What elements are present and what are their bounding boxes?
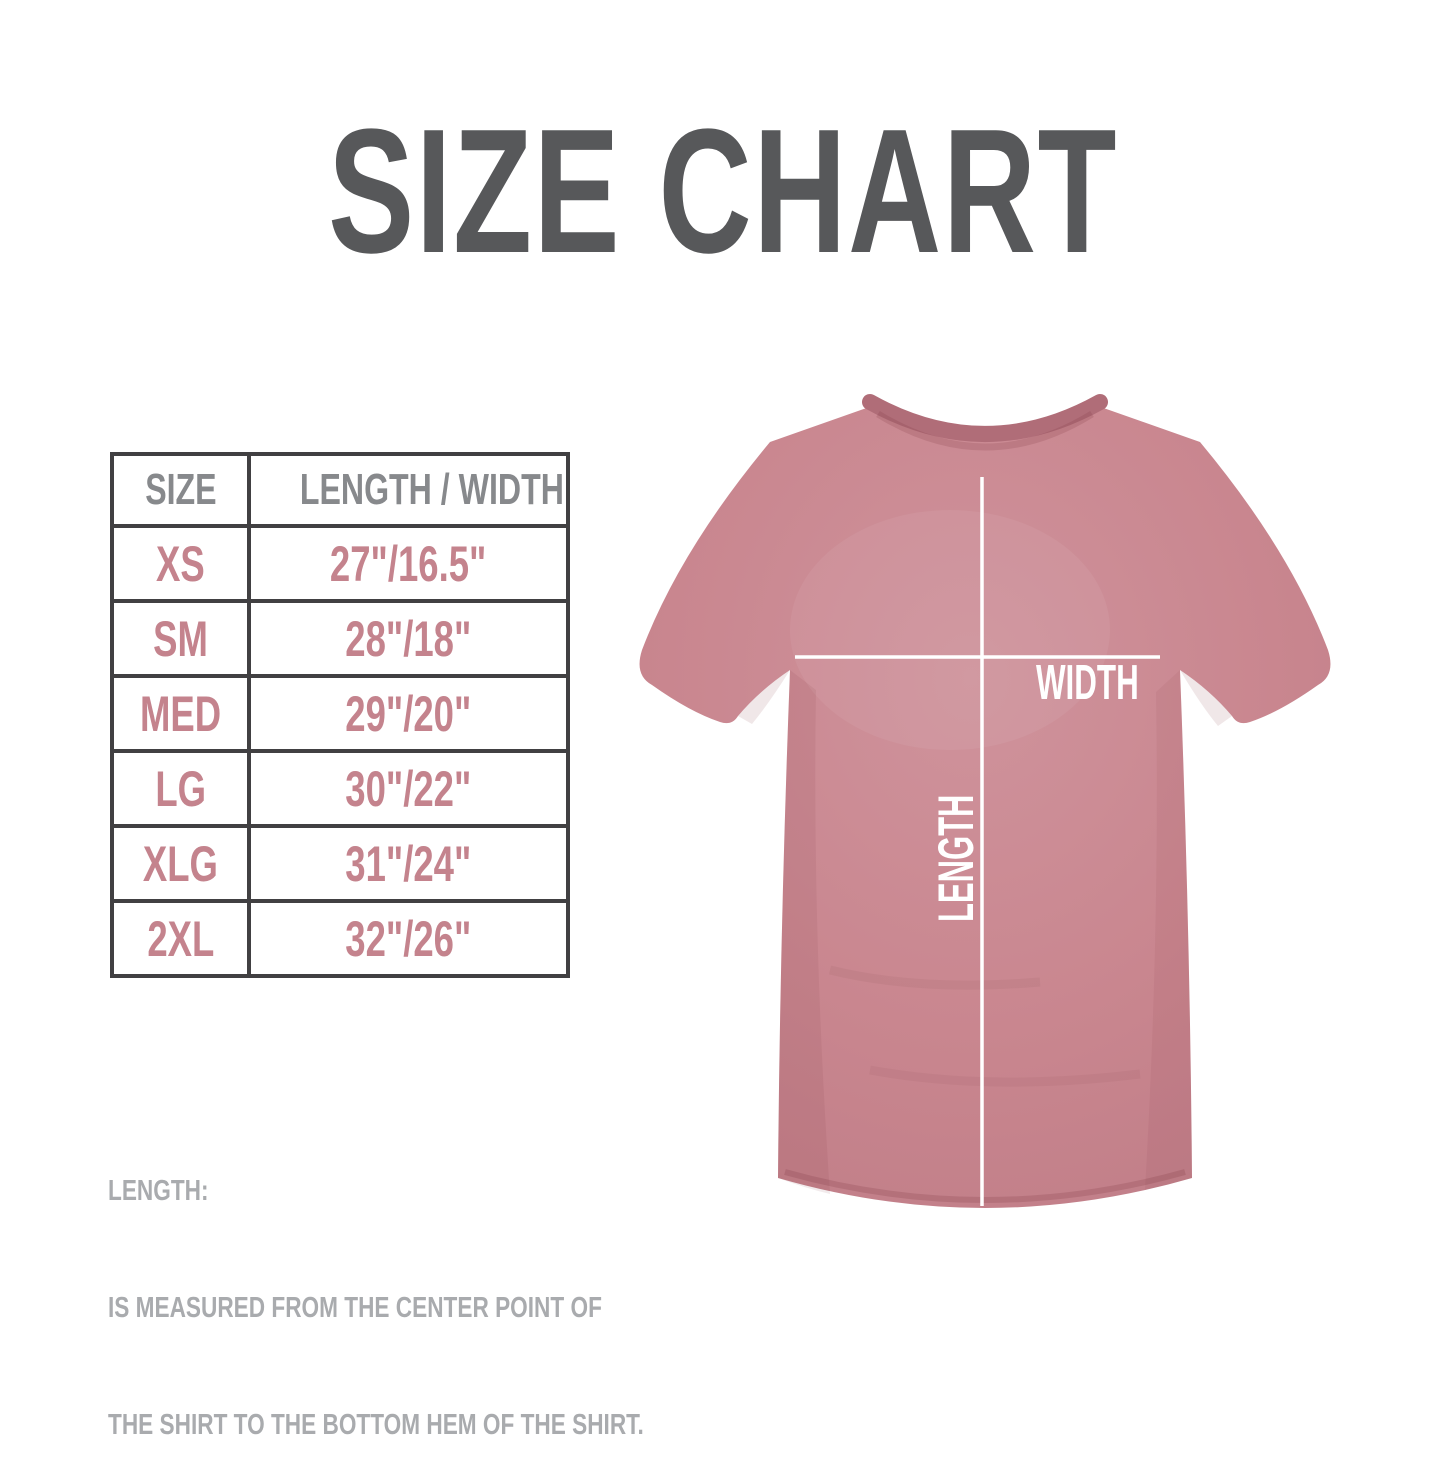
size-cell: SM bbox=[110, 599, 251, 678]
table-row: XLG 31"/24" bbox=[110, 824, 570, 903]
size-value: SM bbox=[153, 610, 208, 667]
size-cell: XLG bbox=[110, 824, 251, 903]
measurement-cell: 28"/18" bbox=[247, 599, 570, 678]
length-note-heading: LENGTH: bbox=[108, 1175, 209, 1207]
measurement-notes: LENGTH: IS MEASURED FROM THE CENTER POIN… bbox=[108, 1016, 758, 1469]
length-note-line: IS MEASURED FROM THE CENTER POINT OF bbox=[108, 1292, 602, 1324]
size-table: SIZE LENGTH / WIDTH XS 27"/16.5" SM 28"/… bbox=[110, 452, 570, 978]
size-table-container: SIZE LENGTH / WIDTH XS 27"/16.5" SM 28"/… bbox=[110, 452, 570, 978]
measurement-value: 31"/24" bbox=[345, 835, 472, 892]
wrinkle-line bbox=[869, 1065, 1141, 1087]
chest-highlight bbox=[790, 510, 1110, 750]
table-row: SM 28"/18" bbox=[110, 599, 570, 678]
page-title: SIZE CHART bbox=[0, 103, 1445, 280]
length-note-line: THE SHIRT TO THE BOTTOM HEM OF THE SHIRT… bbox=[108, 1409, 644, 1441]
collar-band bbox=[862, 394, 1108, 442]
measurement-value: 27"/16.5" bbox=[330, 535, 487, 592]
measurement-cell: 29"/20" bbox=[247, 674, 570, 753]
column-header-size: SIZE bbox=[110, 452, 251, 528]
table-row: MED 29"/20" bbox=[110, 674, 570, 753]
measurement-value: 30"/22" bbox=[345, 760, 472, 817]
wrinkle-line bbox=[828, 965, 1041, 990]
table-row: 2XL 32"/26" bbox=[110, 899, 570, 978]
size-value: XS bbox=[156, 535, 205, 592]
table-row: XS 27"/16.5" bbox=[110, 524, 570, 603]
size-cell: LG bbox=[110, 749, 251, 828]
right-sleeve-shading bbox=[1180, 670, 1232, 726]
measurement-value: 29"/20" bbox=[345, 685, 472, 742]
left-sleeve-shading bbox=[738, 670, 790, 724]
length-note: LENGTH: IS MEASURED FROM THE CENTER POIN… bbox=[108, 1094, 758, 1469]
size-value: LG bbox=[155, 760, 206, 817]
measurement-cell: 31"/24" bbox=[247, 824, 570, 903]
collar-shadow bbox=[876, 411, 1094, 451]
width-label: WIDTH bbox=[1035, 656, 1139, 710]
measurement-cell: 32"/26" bbox=[247, 899, 570, 978]
left-side-shading bbox=[778, 670, 830, 1194]
column-header-measurement-label: LENGTH / WIDTH bbox=[299, 465, 564, 514]
measurement-cell: 27"/16.5" bbox=[247, 524, 570, 603]
measurement-cell: 30"/22" bbox=[247, 749, 570, 828]
size-value: XLG bbox=[142, 835, 219, 892]
hem-seam bbox=[784, 1169, 1186, 1203]
tshirt-diagram bbox=[639, 394, 1331, 1208]
measurement-value: 28"/18" bbox=[345, 610, 472, 667]
table-row: LG 30"/22" bbox=[110, 749, 570, 828]
size-value: 2XL bbox=[147, 910, 214, 967]
size-cell: 2XL bbox=[110, 899, 251, 978]
length-label: LENGTH bbox=[928, 794, 984, 923]
measurement-value: 32"/26" bbox=[345, 910, 472, 967]
table-header-row: SIZE LENGTH / WIDTH bbox=[110, 452, 570, 528]
size-cell: XS bbox=[110, 524, 251, 603]
tshirt-body-shape bbox=[639, 405, 1331, 1208]
column-header-size-label: SIZE bbox=[144, 465, 217, 514]
size-value: MED bbox=[139, 685, 222, 742]
page-title-text: SIZE CHART bbox=[327, 92, 1118, 290]
size-cell: MED bbox=[110, 674, 251, 753]
column-header-measurement: LENGTH / WIDTH bbox=[247, 452, 570, 528]
right-side-shading bbox=[1145, 670, 1192, 1190]
